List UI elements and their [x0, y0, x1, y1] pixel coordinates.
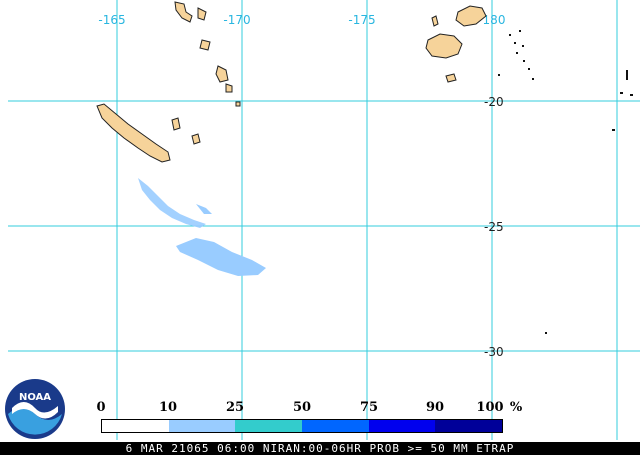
- new-caledonia-island: [96, 103, 171, 163]
- legend-tick: 25: [225, 400, 245, 415]
- island: [225, 83, 233, 93]
- legend-unit: %: [509, 400, 523, 415]
- fiji-island: [425, 33, 463, 59]
- fiji-island: [455, 5, 487, 27]
- island: [171, 117, 181, 131]
- small-islands: [498, 30, 633, 334]
- legend-swatch: [435, 420, 503, 432]
- legend-swatch: [235, 420, 303, 432]
- island: [197, 7, 207, 21]
- legend-swatch: [368, 420, 436, 432]
- noaa-logo-icon: NOAA: [5, 379, 65, 439]
- map-caption: 6 MAR 21065 06:00 NIRAN:00-06HR PROB >= …: [0, 442, 640, 455]
- lon-label: -175: [348, 13, 375, 27]
- island: [445, 73, 457, 83]
- lat-label: -25: [484, 220, 504, 234]
- island: [235, 101, 241, 107]
- legend-swatch: [302, 420, 369, 432]
- parallel-lines: [8, 100, 640, 352]
- legend-color-bar: [101, 419, 503, 433]
- logo-text: NOAA: [19, 392, 51, 403]
- legend-tick: 0: [96, 400, 106, 415]
- lon-label: 180: [483, 13, 506, 27]
- probability-legend: 0 10 25 50 75 90 100 %: [0, 395, 640, 455]
- legend-swatch: [168, 420, 236, 432]
- island: [199, 39, 211, 51]
- lat-label: -30: [484, 345, 504, 359]
- legend-tick: 100: [476, 400, 504, 415]
- island: [431, 15, 439, 27]
- legend-tick: 10: [158, 400, 178, 415]
- island: [191, 133, 201, 145]
- probability-area: [138, 178, 266, 276]
- island: [215, 65, 229, 83]
- legend-tick: 75: [359, 400, 379, 415]
- legend-swatch: [102, 420, 169, 432]
- meridian-lines: [116, 0, 618, 440]
- lat-label: -20: [484, 95, 504, 109]
- lon-label: -165: [98, 13, 125, 27]
- island: [174, 1, 193, 23]
- lon-label: -170: [223, 13, 250, 27]
- legend-tick: 90: [425, 400, 445, 415]
- legend-tick: 50: [292, 400, 312, 415]
- land-masses: [96, 1, 487, 163]
